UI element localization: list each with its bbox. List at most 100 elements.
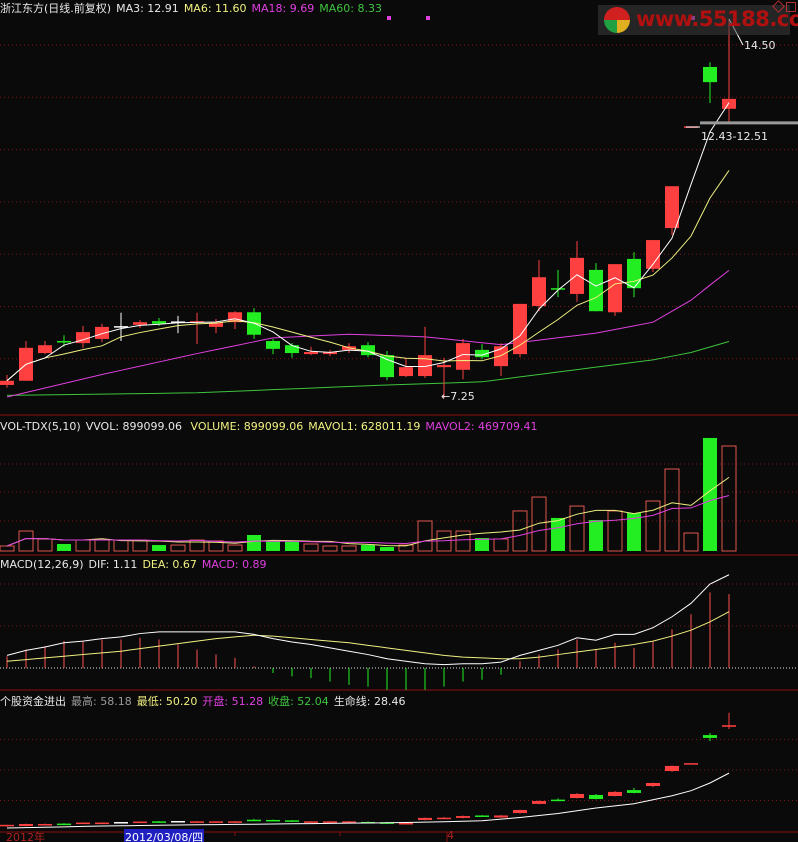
ma3-line: [6, 102, 730, 382]
fund-candle: [703, 735, 717, 738]
volume-bar: [493, 538, 509, 552]
volume-bar: [380, 547, 394, 551]
fund-candle: [418, 817, 432, 820]
fund-candle: [19, 823, 33, 827]
volume-bar: [0, 545, 15, 552]
volume-bar: [589, 520, 603, 551]
vvol-label: VVOL: 899099.06: [85, 420, 183, 433]
fund-candle: [513, 809, 527, 814]
price-candle: [456, 343, 470, 370]
price-candle: [361, 345, 375, 356]
fund-candle: [57, 823, 71, 826]
price-candle: [76, 332, 90, 344]
fund-candle: [304, 821, 318, 823]
price-candle: [665, 186, 679, 229]
volume-bar: [627, 513, 641, 551]
price-candle: [646, 240, 660, 269]
volume-bar: [285, 540, 299, 551]
fund-candle: [133, 821, 147, 824]
volume-bar: [531, 496, 547, 552]
fund-candle: [38, 823, 52, 826]
volume-bar: [266, 540, 280, 551]
fund-high-label: 最高: 58.18: [71, 695, 132, 708]
price-candle: [266, 341, 280, 349]
price-candle: [722, 98, 736, 109]
fund-open-label: 开盘: 51.28: [202, 695, 264, 708]
price-candle: [532, 277, 546, 306]
window-icon[interactable]: [786, 2, 796, 12]
volume-bar: [361, 545, 375, 551]
fund-candle: [76, 822, 90, 825]
volume-bar: [152, 545, 166, 551]
fund-candle: [551, 799, 565, 802]
price-candle: [228, 312, 242, 323]
dea-line: [6, 611, 730, 662]
lifeline-line: [6, 772, 730, 829]
fund-candle: [285, 820, 299, 822]
fund-low-label: 最低: 50.20: [136, 695, 198, 708]
volume-bar: [569, 505, 585, 552]
price-candle: [152, 321, 166, 324]
dea-label: DEA: 0.67: [142, 558, 197, 571]
price-candle: [38, 345, 52, 354]
volume-bar: [113, 539, 129, 552]
macd-header: MACD(12,26,9) DIF: 1.11 DEA: 0.67 MACD: 0.8…: [0, 558, 272, 571]
volume-bar: [132, 539, 148, 552]
fund-candle: [646, 782, 660, 787]
fund-candle: [0, 824, 14, 827]
fund-candle: [627, 790, 641, 793]
price-candle: [703, 66, 717, 83]
price-candle: [209, 322, 223, 327]
fund-candle: [266, 819, 280, 822]
fund-candle: [665, 765, 679, 772]
ma60-line: [6, 341, 730, 396]
fund-candle: [342, 821, 356, 823]
volume-bar: [75, 539, 91, 552]
date-axis-year: 2012年: [6, 831, 45, 842]
volume-bar: [18, 530, 34, 552]
fund-candle: [95, 822, 109, 825]
fund-candle: [190, 821, 204, 823]
fund-candle: [532, 801, 546, 804]
volume-label: VOLUME: 899099.06: [190, 420, 304, 433]
price-candle: [380, 355, 394, 378]
price-candle: [133, 322, 147, 325]
volume-bar: [721, 445, 737, 552]
fund-candle: [456, 816, 470, 818]
volume-bar: [551, 517, 565, 551]
fund-candle: [589, 794, 603, 800]
macd-label: MACD: 0.89: [201, 558, 267, 571]
signal-marker-icon: [387, 16, 391, 20]
price-candle: [627, 258, 641, 289]
vol-indicator-name: VOL-TDX(5,10): [0, 420, 81, 433]
date-axis-month: 4: [447, 829, 454, 842]
volume-header: VOL-TDX(5,10) VVOL: 899099.06 VOLUME: 899…: [0, 420, 543, 433]
price-candle: [0, 380, 14, 385]
dif-line: [6, 574, 730, 666]
fund-candle: [399, 822, 413, 825]
fund-candle: [494, 815, 508, 818]
price-candle: [437, 365, 451, 368]
min-price-annotation: ←7.25: [441, 390, 475, 403]
price-candle: [551, 288, 565, 290]
price-candle: [95, 326, 109, 339]
volume-bar: [607, 510, 623, 552]
mavol2-line: [6, 495, 730, 547]
dif-label: DIF: 1.11: [88, 558, 138, 571]
fund-indicator-name: 个股资金进出: [0, 695, 66, 708]
gap-annotation: 12.43-12.51: [701, 130, 768, 143]
price-candle: [399, 367, 413, 377]
volume-bar: [398, 544, 414, 552]
price-candle: [589, 269, 603, 312]
price-candle: [494, 346, 508, 367]
price-candle: [285, 345, 299, 354]
volume-bar: [37, 538, 53, 552]
ma6-label: MA6: 11.60: [183, 2, 247, 15]
watermark: www.55188.com: [598, 5, 798, 35]
mavol1-label: MAVOL1: 628011.19: [308, 420, 421, 433]
fund-candle: [323, 821, 337, 823]
lifeline-label: 生命线: 28.46: [333, 695, 406, 708]
volume-bar: [303, 543, 319, 552]
